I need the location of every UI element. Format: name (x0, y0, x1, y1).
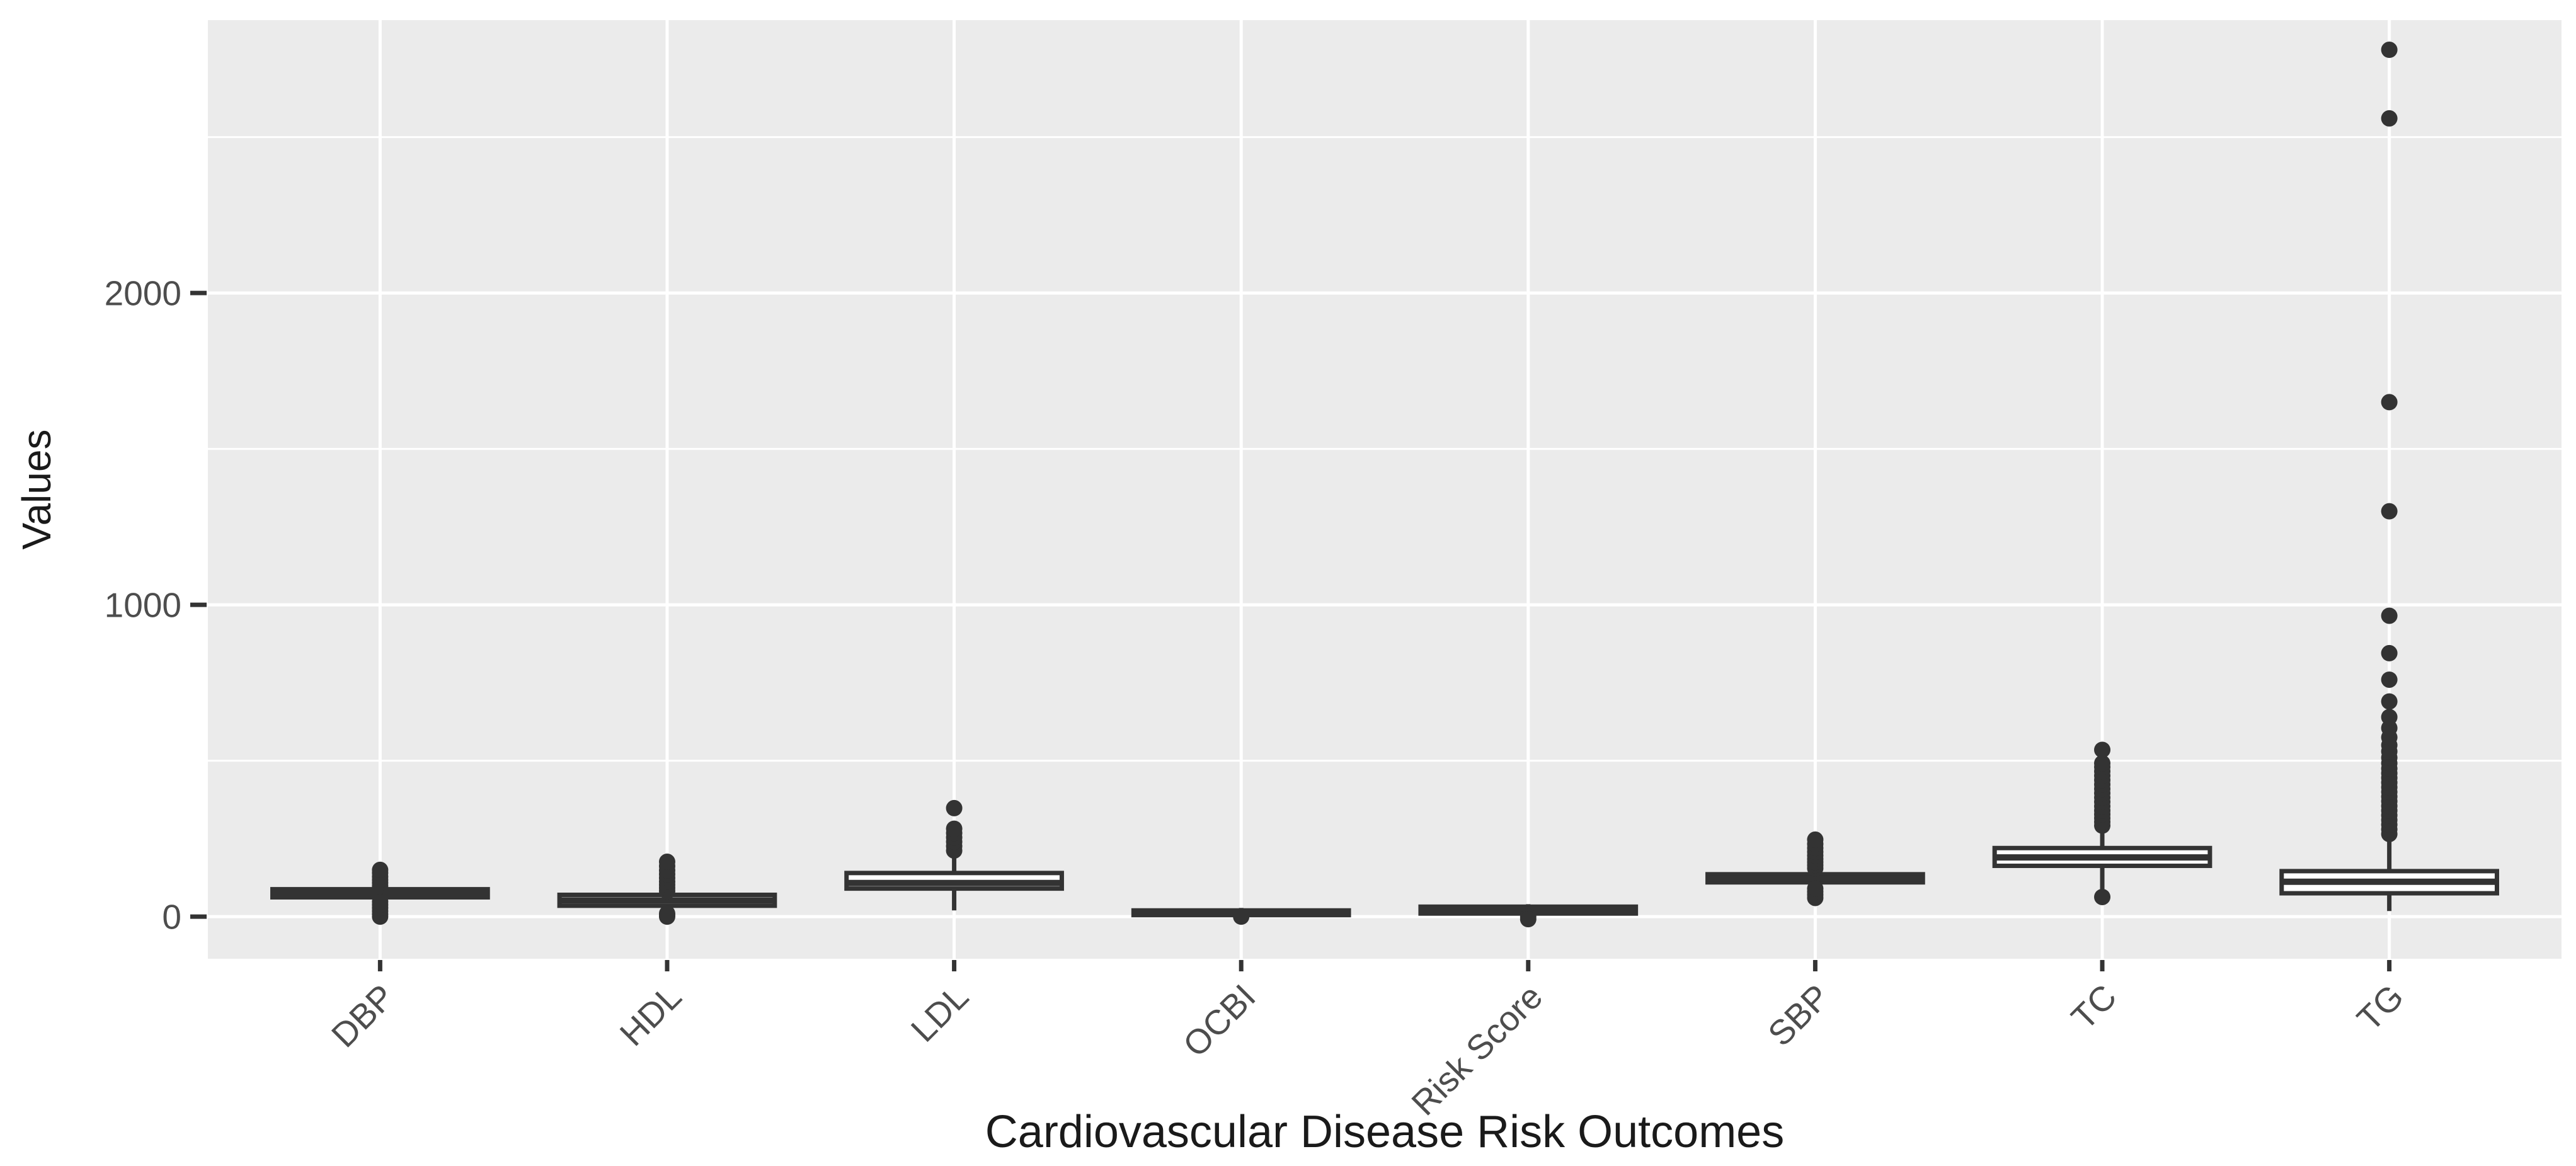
outlier-point (1807, 880, 1824, 897)
outlier-point (946, 820, 963, 837)
outlier-point (2381, 110, 2398, 127)
boxplot-tg (2279, 42, 2499, 912)
boxplot-sbp (1705, 831, 1925, 906)
outlier-point (658, 854, 675, 871)
outlier-point (2381, 394, 2398, 411)
x-tick-label: HDL (612, 977, 689, 1054)
outlier-point (372, 861, 389, 878)
x-tick-label: TC (2064, 977, 2124, 1037)
outlier-point (2094, 741, 2111, 758)
outlier-point (2381, 503, 2398, 520)
x-tick-label: Risk Score (1404, 977, 1550, 1123)
x-tick-label: OCBI (1176, 977, 1263, 1065)
y-axis-title: Values (14, 429, 59, 550)
boxplot-tc (1992, 741, 2212, 905)
outlier-point (1233, 908, 1250, 925)
outlier-point (946, 799, 963, 816)
boxplot-hdl (557, 854, 777, 925)
x-tick-label: LDL (903, 977, 976, 1049)
outlier-point (2094, 888, 2111, 905)
outlier-point (372, 893, 389, 910)
y-tick-label: 0 (162, 897, 181, 936)
outlier-point (2381, 693, 2398, 710)
outlier-point (2381, 644, 2398, 661)
x-tick-label: DBP (324, 977, 402, 1055)
y-tick-label: 1000 (105, 585, 181, 624)
outlier-point (2094, 755, 2111, 772)
y-tick-label: 2000 (105, 273, 181, 312)
x-axis-title: Cardiovascular Disease Risk Outcomes (985, 1107, 1785, 1157)
x-tick-label: TG (2349, 977, 2411, 1039)
outlier-point (2381, 671, 2398, 688)
outlier-point (2381, 709, 2398, 726)
x-tick-label: SBP (1760, 977, 1837, 1054)
boxplot-risk-score (1418, 904, 1639, 928)
outlier-point (2381, 607, 2398, 624)
outlier-point (2381, 42, 2398, 59)
plot-panel (208, 20, 2562, 959)
outlier-point (1807, 831, 1824, 848)
boxplot-dbp (270, 861, 490, 925)
boxplot-ocbi (1131, 908, 1351, 925)
boxplot-ldl (844, 799, 1064, 911)
outlier-point (658, 905, 675, 922)
outlier-point (1520, 911, 1537, 928)
